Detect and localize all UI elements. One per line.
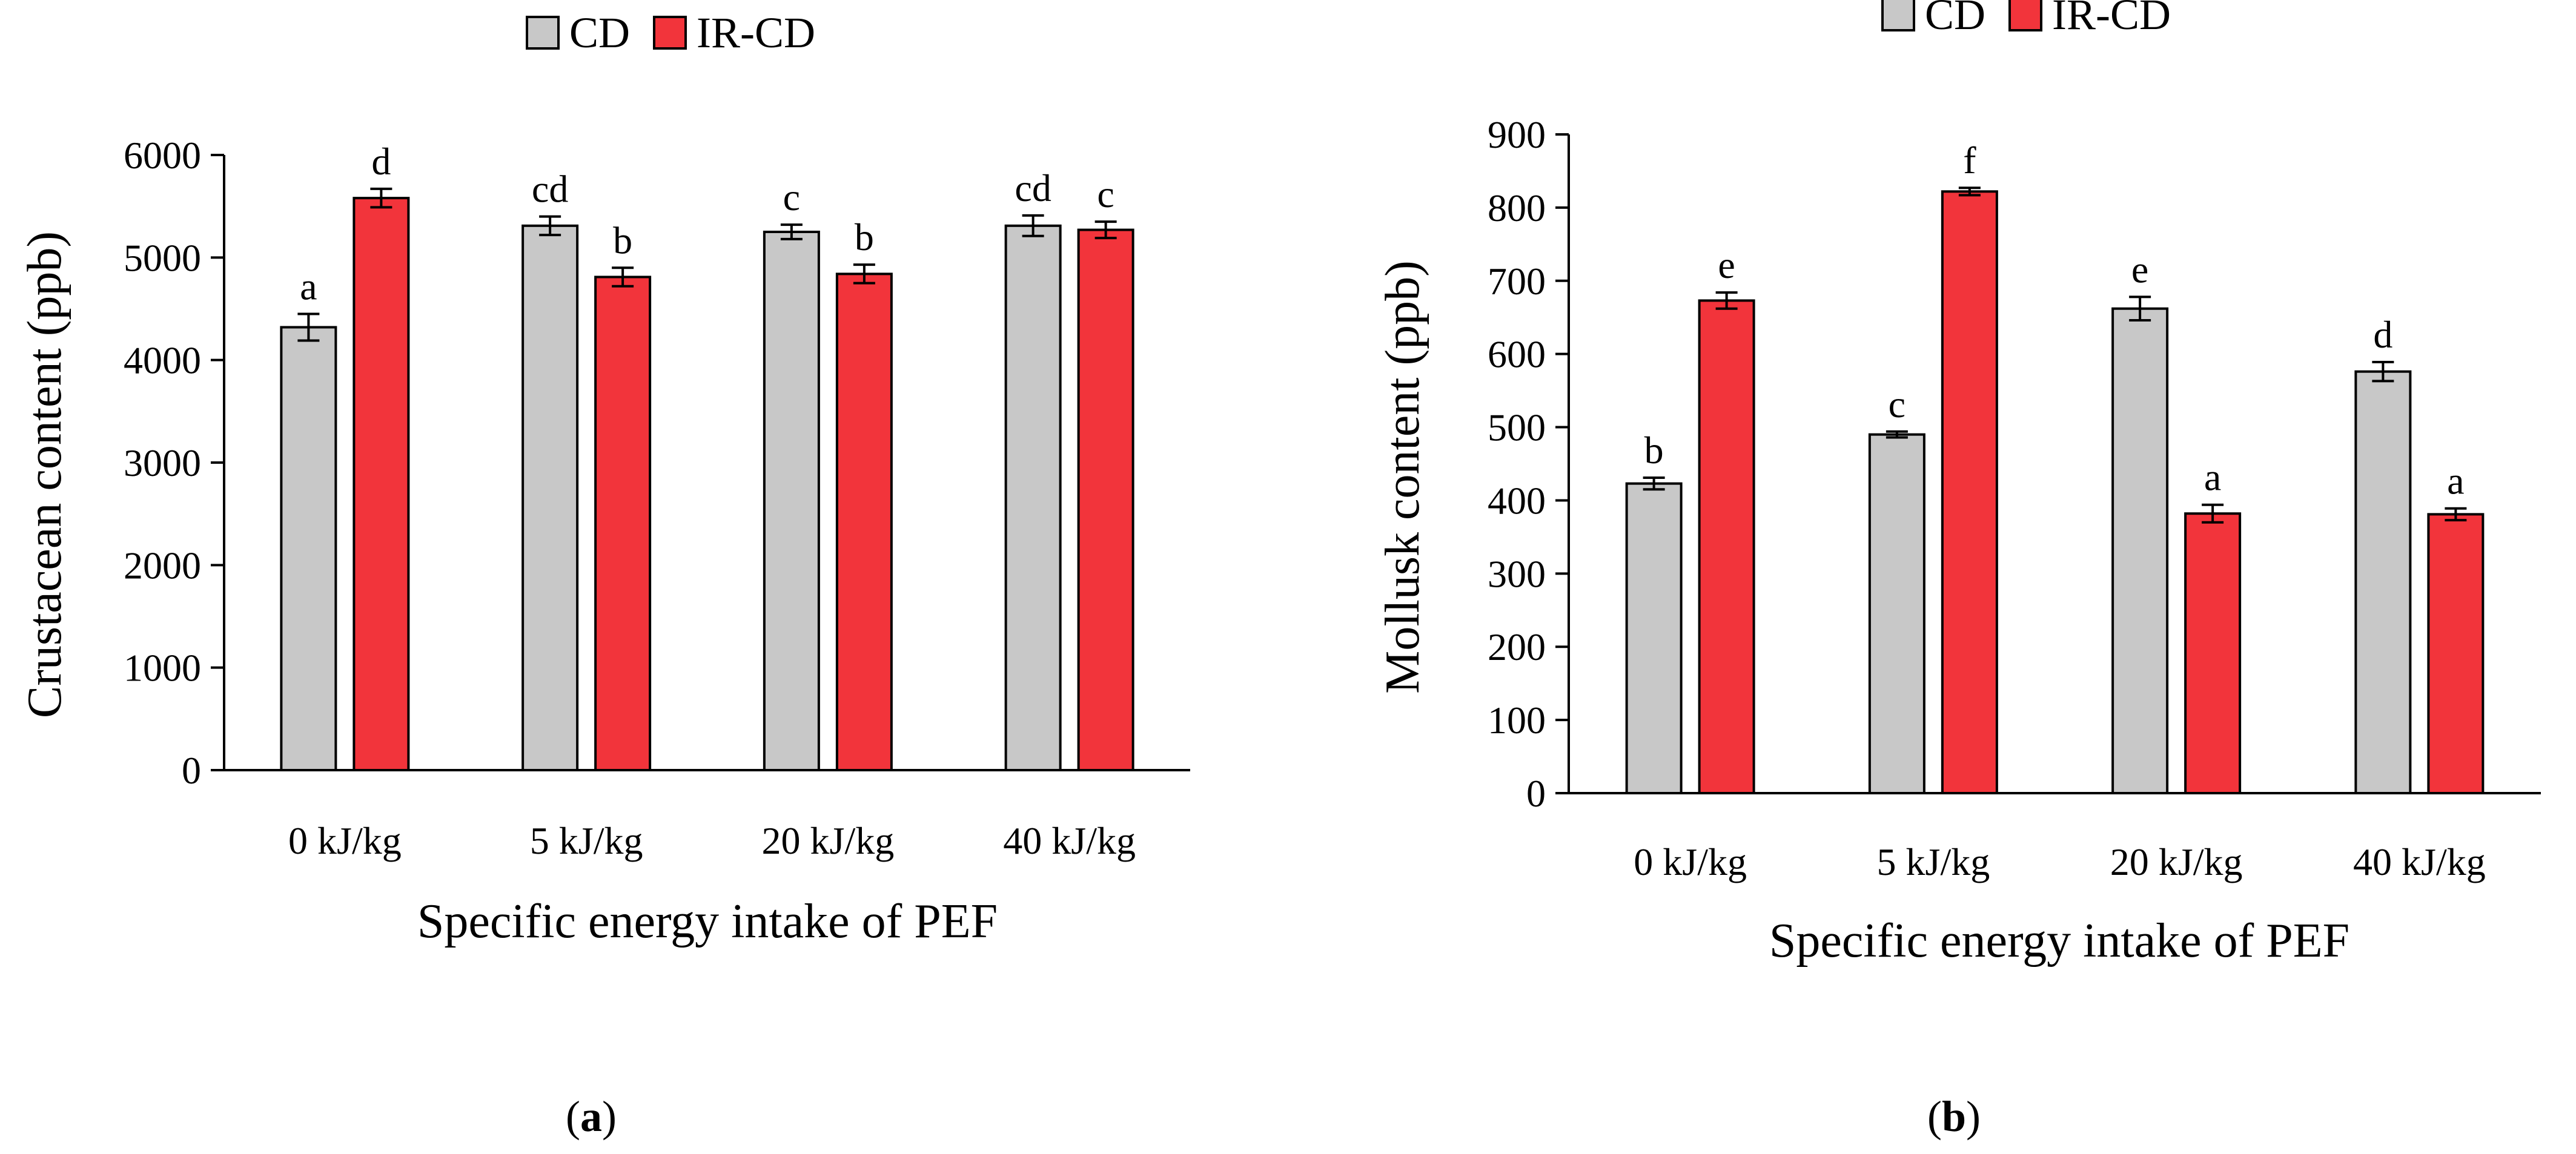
bar-cd <box>1004 224 1062 771</box>
x-axis-title: Specific energy intake of PEF <box>1769 914 2349 968</box>
significance-label: a <box>2204 456 2221 499</box>
significance-label: f <box>1963 139 1976 182</box>
y-tick-label: 0 <box>1526 772 1546 815</box>
bar-ir-cd <box>2184 512 2242 795</box>
legend-label-cd: CD <box>1925 0 1985 39</box>
bar-cd <box>1868 433 1925 794</box>
y-tick-label: 800 <box>1488 186 1546 229</box>
legend-label-ir-cd: IR-CD <box>2052 0 2171 39</box>
bar-cd <box>2111 307 2169 794</box>
bar-ir-cd <box>1698 299 1755 794</box>
significance-label: c <box>783 176 800 219</box>
y-tick-label: 4000 <box>124 339 201 382</box>
bar-cd <box>2354 370 2412 794</box>
x-tick-label: 40 kJ/kg <box>2353 840 2486 883</box>
significance-label: e <box>1718 243 1735 286</box>
significance-label: c <box>1097 173 1114 216</box>
chart-panel-b: 0 100 200 300 400 500 600 700 800 900 b e 0 kJ/kg c f 5… <box>1376 0 2541 1141</box>
significance-label: b <box>855 216 874 259</box>
x-tick-label: 5 kJ/kg <box>530 819 643 862</box>
significance-label: cd <box>532 168 568 211</box>
y-tick-label: 600 <box>1488 333 1546 376</box>
x-tick-label: 20 kJ/kg <box>2110 840 2243 883</box>
significance-label: e <box>2131 248 2148 291</box>
y-tick-label: 6000 <box>124 134 201 177</box>
y-tick-label: 2000 <box>124 544 201 587</box>
y-tick-label: 900 <box>1488 113 1546 156</box>
bar-ir-cd <box>353 197 410 771</box>
bar-ir-cd <box>1941 190 1998 794</box>
x-tick-label: 0 kJ/kg <box>288 819 402 862</box>
x-axis-title: Specific energy intake of PEF <box>417 895 998 948</box>
bar-ir-cd <box>1077 228 1134 771</box>
x-tick-label: 0 kJ/kg <box>1634 840 1747 883</box>
bar-ir-cd <box>594 275 652 771</box>
x-tick-label: 5 kJ/kg <box>1877 840 1990 883</box>
bar-cd <box>521 224 579 771</box>
legend-swatch-ir-cd <box>2008 0 2042 31</box>
bar-ir-cd <box>2427 513 2485 794</box>
bar-ir-cd <box>835 272 893 771</box>
significance-label: d <box>371 140 391 183</box>
bar-cd <box>1625 482 1683 794</box>
y-tick-label: 5000 <box>124 236 201 279</box>
y-tick-label: 700 <box>1488 260 1546 303</box>
y-tick-label: 1000 <box>124 647 201 690</box>
panel-label: (a) <box>566 1092 617 1141</box>
x-tick-label: 20 kJ/kg <box>762 819 895 862</box>
y-tick-label: 500 <box>1488 406 1546 449</box>
y-tick-label: 100 <box>1488 699 1546 742</box>
y-tick-label: 3000 <box>124 441 201 484</box>
legend-swatch-cd <box>1881 0 1915 31</box>
y-axis-title: Mollusk content (ppb) <box>1376 260 1429 693</box>
panel-label: (b) <box>1927 1092 1981 1141</box>
y-tick-label: 300 <box>1488 552 1546 595</box>
y-tick-label: 0 <box>182 749 201 792</box>
chart-panel-a: 0 1000 2000 3000 4000 5000 6000 a d 0 kJ/kg cd b 5 k… <box>18 8 1190 1141</box>
significance-label: c <box>1889 383 1906 426</box>
significance-label: b <box>613 219 632 262</box>
x-tick-label: 40 kJ/kg <box>1003 819 1136 862</box>
significance-label: b <box>1644 429 1664 472</box>
significance-label: a <box>2447 460 2464 503</box>
bar-cd <box>280 326 337 771</box>
y-tick-label: 200 <box>1488 625 1546 668</box>
legend-label-ir-cd: IR-CD <box>697 8 815 57</box>
legend-label-cd: CD <box>569 8 630 57</box>
significance-label: d <box>2373 313 2392 356</box>
legend-swatch-ir-cd <box>653 16 687 50</box>
significance-label: cd <box>1015 167 1051 209</box>
significance-label: a <box>300 265 317 308</box>
y-axis-title: Crustacean content (ppb) <box>18 231 71 718</box>
bar-cd <box>763 231 820 771</box>
legend-swatch-cd <box>526 16 560 50</box>
y-tick-label: 400 <box>1488 479 1546 522</box>
